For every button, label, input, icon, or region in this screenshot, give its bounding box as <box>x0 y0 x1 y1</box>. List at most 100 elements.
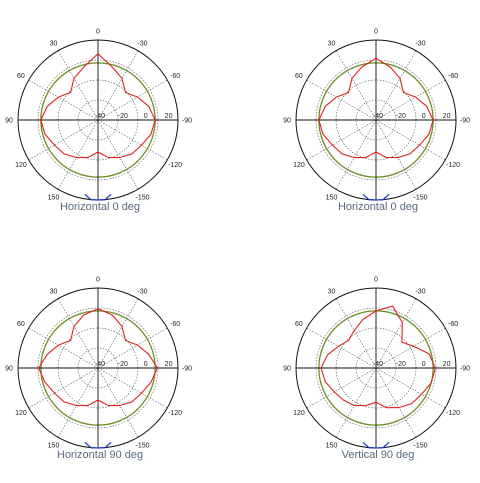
radial-label: 0 <box>422 113 426 120</box>
spoke <box>57 119 99 190</box>
pattern-series-blue <box>362 193 390 201</box>
spoke <box>57 50 99 121</box>
angle-label: -60 <box>170 321 180 328</box>
angle-label: -150 <box>413 443 427 450</box>
angle-label: 120 <box>293 162 305 169</box>
spoke <box>306 79 377 121</box>
spoke <box>28 119 99 161</box>
spoke <box>335 119 377 190</box>
angle-label: -120 <box>446 410 460 417</box>
pattern-series-red <box>320 305 436 409</box>
polar-plot: 0-30-60-90-120-150180150120906030-40-200… <box>5 29 192 202</box>
polar-plot: 0-30-60-90-120-150180150120906030-40-200… <box>283 29 470 202</box>
angle-label: -60 <box>448 321 458 328</box>
angle-label: -120 <box>168 162 182 169</box>
angle-label: -90 <box>182 366 192 373</box>
chart-caption: Horizontal 0 deg <box>59 201 141 213</box>
angle-label: 90 <box>283 118 291 125</box>
angle-label: 0 <box>374 29 378 36</box>
angle-label: 0 <box>96 29 100 36</box>
radial-label: -20 <box>396 113 406 120</box>
spoke <box>375 50 417 121</box>
spoke <box>335 367 377 438</box>
polar-chart-1: 0-30-60-90-120-150180150120906030-40-200… <box>0 5 200 235</box>
angle-label: -60 <box>448 73 458 80</box>
spoke <box>97 367 139 438</box>
angle-label: -120 <box>446 162 460 169</box>
angle-label: 90 <box>283 366 291 373</box>
angle-label: -60 <box>170 73 180 80</box>
spoke <box>28 327 99 369</box>
radial-label: 0 <box>422 361 426 368</box>
radial-label: 0 <box>144 113 148 120</box>
spoke <box>28 79 99 121</box>
radial-label: 20 <box>443 361 451 368</box>
angle-label: 150 <box>48 195 60 202</box>
spoke <box>375 327 446 369</box>
spoke <box>306 119 377 161</box>
pattern-series-red <box>318 57 434 159</box>
angle-label: 60 <box>17 73 25 80</box>
angle-label: 30 <box>50 288 58 295</box>
pattern-series-blue <box>84 193 112 201</box>
spoke <box>375 367 446 409</box>
pattern-series-blue <box>84 441 112 449</box>
spoke <box>97 327 168 369</box>
angle-label: 90 <box>5 118 13 125</box>
polar-plot: 0-30-60-90-120-150180150120906030-40-200… <box>283 277 470 450</box>
angle-label: -150 <box>135 195 149 202</box>
spoke <box>375 367 417 438</box>
polar-chart-3: 0-30-60-90-120-150180150120906030-40-200… <box>0 253 200 483</box>
spoke <box>306 367 377 409</box>
radial-label: -20 <box>118 361 128 368</box>
spoke <box>335 298 377 369</box>
angle-label: -150 <box>135 443 149 450</box>
angle-label: 30 <box>328 40 336 47</box>
spoke <box>375 119 417 190</box>
angle-label: 0 <box>374 277 378 284</box>
polar-chart-2: 0-30-60-90-120-150180150120906030-40-200… <box>278 5 478 235</box>
radial-label: -40 <box>373 361 383 368</box>
chart-caption: Horizontal 0 deg <box>337 201 419 213</box>
angle-label: -150 <box>413 195 427 202</box>
spoke <box>335 50 377 121</box>
pattern-series-blue <box>362 441 390 449</box>
radial-label: 20 <box>165 361 173 368</box>
angle-label: -90 <box>460 118 470 125</box>
spoke <box>306 327 377 369</box>
spoke <box>97 119 168 161</box>
angle-label: -120 <box>168 410 182 417</box>
angle-label: 0 <box>96 277 100 284</box>
angle-label: 150 <box>326 443 338 450</box>
spoke <box>28 367 99 409</box>
spoke <box>97 50 139 121</box>
chart-caption: Horizontal 90 deg <box>56 449 144 461</box>
angle-label: 30 <box>50 40 58 47</box>
spoke <box>375 298 417 369</box>
radial-label: -20 <box>396 361 406 368</box>
angle-label: -30 <box>137 288 147 295</box>
angle-label: 120 <box>15 162 27 169</box>
angle-label: -30 <box>415 40 425 47</box>
angle-label: 60 <box>295 73 303 80</box>
spoke <box>57 298 99 369</box>
angle-label: 150 <box>48 443 60 450</box>
pattern-series-red <box>37 307 159 407</box>
angle-label: 30 <box>328 288 336 295</box>
angle-label: 120 <box>293 410 305 417</box>
radial-label: -40 <box>373 113 383 120</box>
angle-label: 150 <box>326 195 338 202</box>
spoke <box>375 119 446 161</box>
chart-caption: Vertical 90 deg <box>341 449 415 461</box>
spoke <box>97 79 168 121</box>
angle-label: -30 <box>415 288 425 295</box>
radial-label: -20 <box>118 113 128 120</box>
polar-plot: 0-30-60-90-120-150180150120906030-40-200… <box>5 277 192 450</box>
polar-chart-4: 0-30-60-90-120-150180150120906030-40-200… <box>278 253 478 483</box>
spoke <box>57 367 99 438</box>
angle-label: 90 <box>5 366 13 373</box>
angle-label: -30 <box>137 40 147 47</box>
spoke <box>97 298 139 369</box>
angle-label: 60 <box>17 321 25 328</box>
radial-label: 0 <box>144 361 148 368</box>
